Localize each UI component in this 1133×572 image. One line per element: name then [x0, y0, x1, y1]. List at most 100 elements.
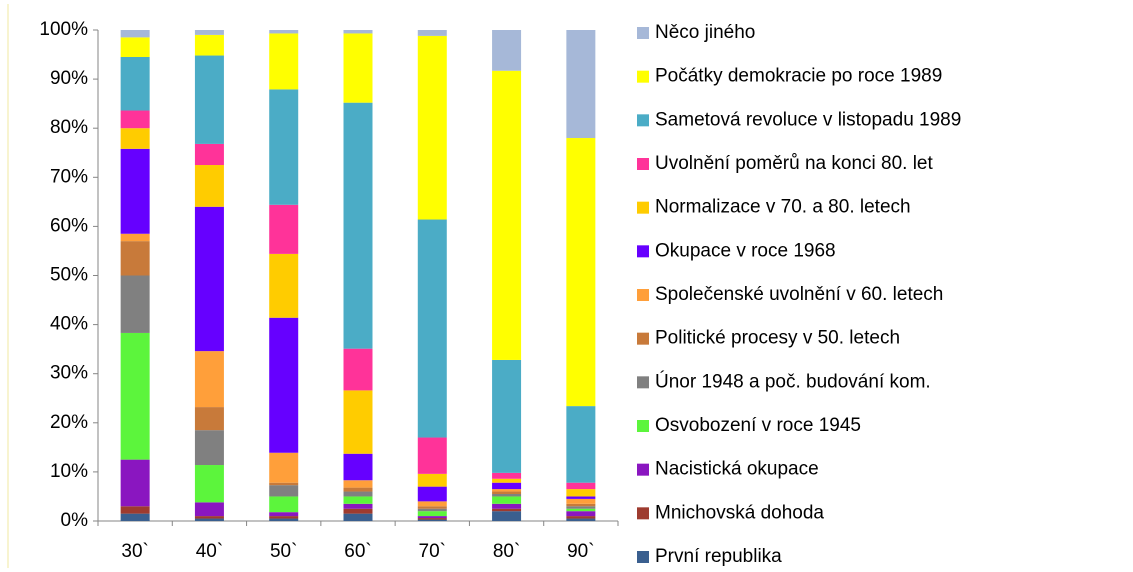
- bar-segment: [343, 348, 373, 391]
- bar-segment: [120, 513, 150, 521]
- bar-segment: [194, 430, 224, 466]
- legend-label: Nacistická okupace: [655, 459, 819, 480]
- bar-segment: [492, 508, 522, 512]
- legend-swatch: [637, 551, 649, 563]
- bar-segment: [120, 459, 150, 507]
- legend-label: Společenské uvolnění v 60. letech: [655, 284, 943, 305]
- bar-segment: [343, 487, 373, 492]
- bar-segment: [120, 241, 150, 276]
- bar-segment: [269, 482, 299, 486]
- bar-segment: [269, 485, 299, 497]
- bar-segment: [566, 508, 596, 512]
- bar-segment: [269, 516, 299, 519]
- bar-segment: [566, 496, 596, 499]
- y-tick-label: 50%: [50, 265, 88, 286]
- bar-segment: [492, 489, 522, 492]
- bar-segment: [492, 478, 522, 483]
- legend-label: Osvobození v roce 1945: [655, 415, 861, 436]
- bar-segment: [417, 519, 447, 521]
- y-tick-label: 100%: [39, 19, 88, 40]
- x-tick-label: 70`: [419, 541, 446, 562]
- bar-segment: [492, 30, 522, 71]
- bar-segment: [194, 55, 224, 144]
- bar-segment: [343, 453, 373, 481]
- bar-segment: [566, 516, 596, 519]
- y-tick-label: 30%: [50, 363, 88, 384]
- bar-segment: [566, 489, 596, 497]
- legend-swatch: [637, 27, 649, 39]
- legend-swatch: [637, 463, 649, 476]
- x-tick-label: 60`: [344, 541, 371, 562]
- bar-segment: [343, 390, 373, 454]
- bar-segment: [269, 204, 299, 254]
- legend-label: Uvolnění poměrů na konci 80. let: [655, 153, 933, 174]
- y-tick-label: 0%: [61, 510, 89, 531]
- bar-segment: [417, 506, 447, 509]
- bar-segment: [269, 452, 299, 483]
- bar-segment: [194, 407, 224, 431]
- bar-segment: [269, 317, 299, 453]
- bar-segment: [343, 33, 373, 103]
- bar-segment: [120, 30, 150, 38]
- legend-swatch: [637, 289, 649, 301]
- legend-swatch: [637, 376, 649, 389]
- legend-swatch: [637, 158, 649, 170]
- bar-segment: [343, 496, 373, 504]
- bar-segment: [269, 496, 299, 513]
- x-tick-label: 80`: [493, 541, 520, 562]
- legend-swatch: [637, 245, 649, 258]
- bar-segment: [492, 503, 522, 509]
- bar-segment: [120, 148, 150, 234]
- bar-segment: [343, 503, 373, 509]
- bar-segment: [566, 506, 596, 509]
- bar-segment: [492, 482, 522, 490]
- bar-segment: [417, 501, 447, 507]
- bar-segment: [269, 512, 299, 517]
- y-tick-label: 70%: [50, 166, 88, 187]
- bar-segment: [343, 30, 373, 34]
- legend-label: První republika: [655, 546, 782, 567]
- bar-segment: [194, 34, 224, 56]
- bar-segment: [194, 165, 224, 207]
- bar-segment: [492, 493, 522, 497]
- y-tick-label: 90%: [50, 68, 88, 89]
- legend-swatch: [637, 420, 649, 432]
- bar-segment: [120, 110, 150, 129]
- bar-segment: [194, 30, 224, 35]
- bar-segment: [417, 35, 447, 220]
- bar-segment: [566, 498, 596, 504]
- bar-segment: [417, 518, 447, 520]
- bar-segment: [492, 496, 522, 504]
- bar-segment: [343, 480, 373, 488]
- legend-label: Sametová revoluce v listopadu 1989: [655, 109, 961, 130]
- bar-segment: [417, 516, 447, 519]
- y-tick-label: 80%: [50, 117, 88, 138]
- x-tick-label: 40`: [196, 541, 223, 562]
- bar-segment: [343, 508, 373, 514]
- bar-segment: [120, 233, 150, 242]
- legend-label: Okupace v roce 1968: [655, 240, 836, 261]
- legend-label: Počátky demokracie po roce 1989: [655, 66, 942, 87]
- bar-segment: [269, 89, 299, 205]
- bar-segment: [492, 511, 522, 521]
- bar-segment: [194, 502, 224, 517]
- bar-segment: [194, 206, 224, 352]
- legend-label: Únor 1948 a poč. budování kom.: [655, 370, 931, 392]
- bar-segment: [120, 128, 150, 149]
- legend-label: Politické procesy v 50. letech: [655, 328, 900, 349]
- legend-swatch: [637, 507, 649, 520]
- bar-segment: [194, 465, 224, 503]
- bar-segment: [417, 508, 447, 512]
- bar-segment: [343, 513, 373, 521]
- bar-segment: [566, 518, 596, 521]
- bar-segment: [417, 437, 447, 474]
- bar-segment: [492, 70, 522, 360]
- bar-segment: [566, 482, 596, 490]
- legend-label: Mnichovská dohoda: [655, 502, 824, 523]
- bar-segment: [120, 332, 150, 460]
- bar-segment: [492, 491, 522, 494]
- y-tick-label: 20%: [50, 412, 88, 433]
- bar-segment: [492, 472, 522, 479]
- bar-segment: [417, 511, 447, 517]
